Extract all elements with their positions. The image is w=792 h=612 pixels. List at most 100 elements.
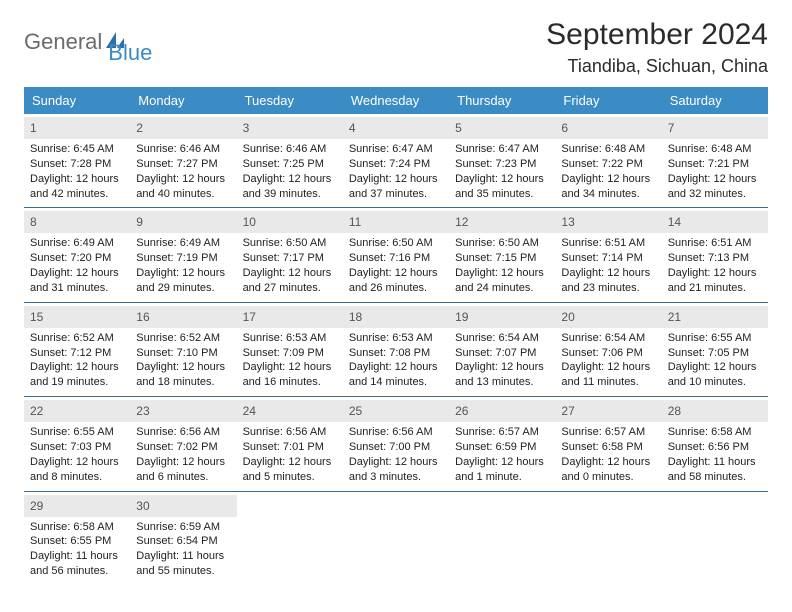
calendar-page: General Blue September 2024 Tiandiba, Si… <box>0 0 792 603</box>
daylight-line: and 11 minutes. <box>561 375 655 390</box>
daylight-line: Daylight: 12 hours <box>561 172 655 187</box>
sunrise-line: Sunrise: 6:48 AM <box>561 142 655 157</box>
day-number: 7 <box>668 121 675 135</box>
sunset-line: Sunset: 6:59 PM <box>455 440 549 455</box>
sunrise-line: Sunrise: 6:55 AM <box>668 331 762 346</box>
sunset-line: Sunset: 7:20 PM <box>30 251 124 266</box>
day-number: 13 <box>561 215 574 229</box>
day-number: 15 <box>30 310 43 324</box>
sunset-line: Sunset: 7:06 PM <box>561 346 655 361</box>
title-block: September 2024 Tiandiba, Sichuan, China <box>546 18 768 77</box>
weeks-container: 1Sunrise: 6:45 AMSunset: 7:28 PMDaylight… <box>24 114 768 585</box>
calendar-day-cell: 29Sunrise: 6:58 AMSunset: 6:55 PMDayligh… <box>24 492 130 585</box>
day-number: 30 <box>136 499 149 513</box>
calendar-day-cell: 18 Sunrise: 6:53 AMSunset: 7:08 PMDayligh… <box>343 303 449 396</box>
sunset-line: Sunset: 6:56 PM <box>668 440 762 455</box>
daylight-line: Daylight: 12 hours <box>30 455 124 470</box>
day-number: 8 <box>30 215 37 229</box>
daylight-line: and 1 minute. <box>455 470 549 485</box>
weekday-header: Wednesday <box>343 87 449 114</box>
calendar-day-cell: 23Sunrise: 6:56 AMSunset: 7:02 PMDayligh… <box>130 397 236 490</box>
daylight-line: Daylight: 12 hours <box>561 455 655 470</box>
daylight-line: Daylight: 12 hours <box>30 266 124 281</box>
daylight-line: and 31 minutes. <box>30 281 124 296</box>
daylight-line: and 18 minutes. <box>136 375 230 390</box>
day-number-row: 23 <box>130 400 236 422</box>
daylight-line: Daylight: 12 hours <box>136 360 230 375</box>
daylight-line: Daylight: 12 hours <box>349 360 443 375</box>
sunset-line: Sunset: 7:22 PM <box>561 157 655 172</box>
day-number-row: 2 <box>130 117 236 139</box>
weekday-header-row: SundayMondayTuesdayWednesdayThursdayFrid… <box>24 87 768 114</box>
daylight-line: and 29 minutes. <box>136 281 230 296</box>
day-number-row: 28 <box>662 400 768 422</box>
calendar-week-row: 1Sunrise: 6:45 AMSunset: 7:28 PMDaylight… <box>24 114 768 207</box>
day-number: 27 <box>561 404 574 418</box>
day-number-row: 1 <box>24 117 130 139</box>
weekday-header: Thursday <box>449 87 555 114</box>
calendar-day-cell: 30Sunrise: 6:59 AMSunset: 6:54 PMDayligh… <box>130 492 236 585</box>
day-number-row: 6 <box>555 117 661 139</box>
daylight-line: and 16 minutes. <box>243 375 337 390</box>
calendar-day-cell <box>449 492 555 585</box>
sunset-line: Sunset: 7:16 PM <box>349 251 443 266</box>
logo-text-blue: Blue <box>108 40 152 66</box>
daylight-line: and 32 minutes. <box>668 187 762 202</box>
sunset-line: Sunset: 7:08 PM <box>349 346 443 361</box>
sunrise-line: Sunrise: 6:50 AM <box>349 236 443 251</box>
daylight-line: Daylight: 12 hours <box>455 266 549 281</box>
daylight-line: and 14 minutes. <box>349 375 443 390</box>
calendar-day-cell: 15Sunrise: 6:52 AMSunset: 7:12 PMDayligh… <box>24 303 130 396</box>
daylight-line: Daylight: 12 hours <box>668 360 762 375</box>
sunset-line: Sunset: 7:25 PM <box>243 157 337 172</box>
sunrise-line: Sunrise: 6:53 AM <box>349 331 443 346</box>
daylight-line: Daylight: 12 hours <box>349 455 443 470</box>
sunset-line: Sunset: 6:58 PM <box>561 440 655 455</box>
day-number-row: 11 <box>343 211 449 233</box>
calendar-day-cell: 9Sunrise: 6:49 AMSunset: 7:19 PMDaylight… <box>130 208 236 301</box>
day-number: 21 <box>668 310 681 324</box>
calendar-day-cell: 5Sunrise: 6:47 AMSunset: 7:23 PMDaylight… <box>449 114 555 207</box>
sunrise-line: Sunrise: 6:58 AM <box>668 425 762 440</box>
calendar-week-row: 29Sunrise: 6:58 AMSunset: 6:55 PMDayligh… <box>24 491 768 585</box>
calendar-day-cell: 13Sunrise: 6:51 AMSunset: 7:14 PMDayligh… <box>555 208 661 301</box>
calendar-day-cell <box>555 492 661 585</box>
sunrise-line: Sunrise: 6:58 AM <box>30 520 124 535</box>
day-number-row: 10 <box>237 211 343 233</box>
sunrise-line: Sunrise: 6:45 AM <box>30 142 124 157</box>
day-number-row: 30 <box>130 495 236 517</box>
day-number-row: 3 <box>237 117 343 139</box>
calendar-week-row: 22Sunrise: 6:55 AMSunset: 7:03 PMDayligh… <box>24 396 768 490</box>
daylight-line: Daylight: 12 hours <box>136 266 230 281</box>
weekday-header: Saturday <box>662 87 768 114</box>
daylight-line: Daylight: 11 hours <box>30 549 124 564</box>
calendar-day-cell: 2Sunrise: 6:46 AMSunset: 7:27 PMDaylight… <box>130 114 236 207</box>
sunrise-line: Sunrise: 6:57 AM <box>561 425 655 440</box>
daylight-line: and 21 minutes. <box>668 281 762 296</box>
day-number: 3 <box>243 121 250 135</box>
calendar-day-cell: 3Sunrise: 6:46 AMSunset: 7:25 PMDaylight… <box>237 114 343 207</box>
calendar-day-cell: 16Sunrise: 6:52 AMSunset: 7:10 PMDayligh… <box>130 303 236 396</box>
sunset-line: Sunset: 7:07 PM <box>455 346 549 361</box>
daylight-line: Daylight: 11 hours <box>668 455 762 470</box>
location-subtitle: Tiandiba, Sichuan, China <box>546 56 768 77</box>
day-number: 26 <box>455 404 468 418</box>
day-number: 4 <box>349 121 356 135</box>
sunrise-line: Sunrise: 6:46 AM <box>136 142 230 157</box>
daylight-line: and 13 minutes. <box>455 375 549 390</box>
sunset-line: Sunset: 7:09 PM <box>243 346 337 361</box>
day-number: 20 <box>561 310 574 324</box>
calendar-day-cell: 25Sunrise: 6:56 AMSunset: 7:00 PMDayligh… <box>343 397 449 490</box>
day-number-row: 29 <box>24 495 130 517</box>
sunrise-line: Sunrise: 6:47 AM <box>349 142 443 157</box>
sunset-line: Sunset: 7:17 PM <box>243 251 337 266</box>
daylight-line: Daylight: 12 hours <box>561 266 655 281</box>
sunrise-line: Sunrise: 6:59 AM <box>136 520 230 535</box>
day-number: 22 <box>30 404 43 418</box>
day-number: 18 <box>349 310 362 324</box>
day-number-row: 19 <box>449 306 555 328</box>
day-number-row: 25 <box>343 400 449 422</box>
calendar-day-cell: 19Sunrise: 6:54 AMSunset: 7:07 PMDayligh… <box>449 303 555 396</box>
day-number-row: 12 <box>449 211 555 233</box>
daylight-line: and 39 minutes. <box>243 187 337 202</box>
